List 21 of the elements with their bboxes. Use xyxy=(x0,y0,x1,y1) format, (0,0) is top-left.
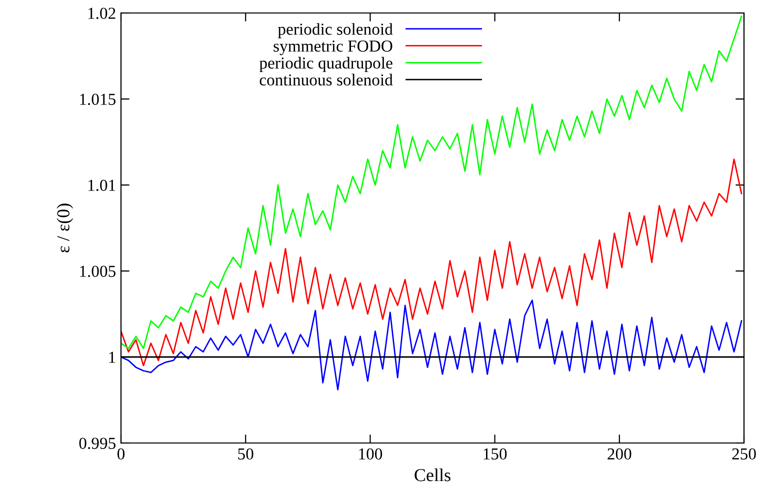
y-tick-label: 1.01 xyxy=(88,180,116,192)
x-tick-label: 250 xyxy=(732,448,756,460)
x-axis-title: Cells xyxy=(414,468,450,482)
y-tick-label: 1.005 xyxy=(80,266,116,278)
y-tick-label: 1.02 xyxy=(88,8,116,20)
legend-label: periodic solenoid xyxy=(278,23,393,38)
x-tick-label: 150 xyxy=(484,448,507,460)
x-tick-label: 200 xyxy=(608,448,632,460)
legend-label: continuous solenoid xyxy=(260,74,393,86)
line-series xyxy=(121,300,742,390)
y-tick-label: 0.995 xyxy=(79,438,116,450)
x-tick-label: 0 xyxy=(117,448,125,460)
line-series xyxy=(121,16,742,350)
y-tick-label: 1.015 xyxy=(80,94,116,106)
x-tick-label: 50 xyxy=(238,448,254,460)
y-axis-title: ε / ε(0) xyxy=(56,204,74,252)
line-series xyxy=(121,158,742,366)
y-tick-label: 1 xyxy=(109,352,116,363)
x-tick-label: 100 xyxy=(359,448,382,460)
legend-label: symmetric FODO xyxy=(274,40,392,56)
legend-label: periodic quadrupole xyxy=(259,56,392,72)
